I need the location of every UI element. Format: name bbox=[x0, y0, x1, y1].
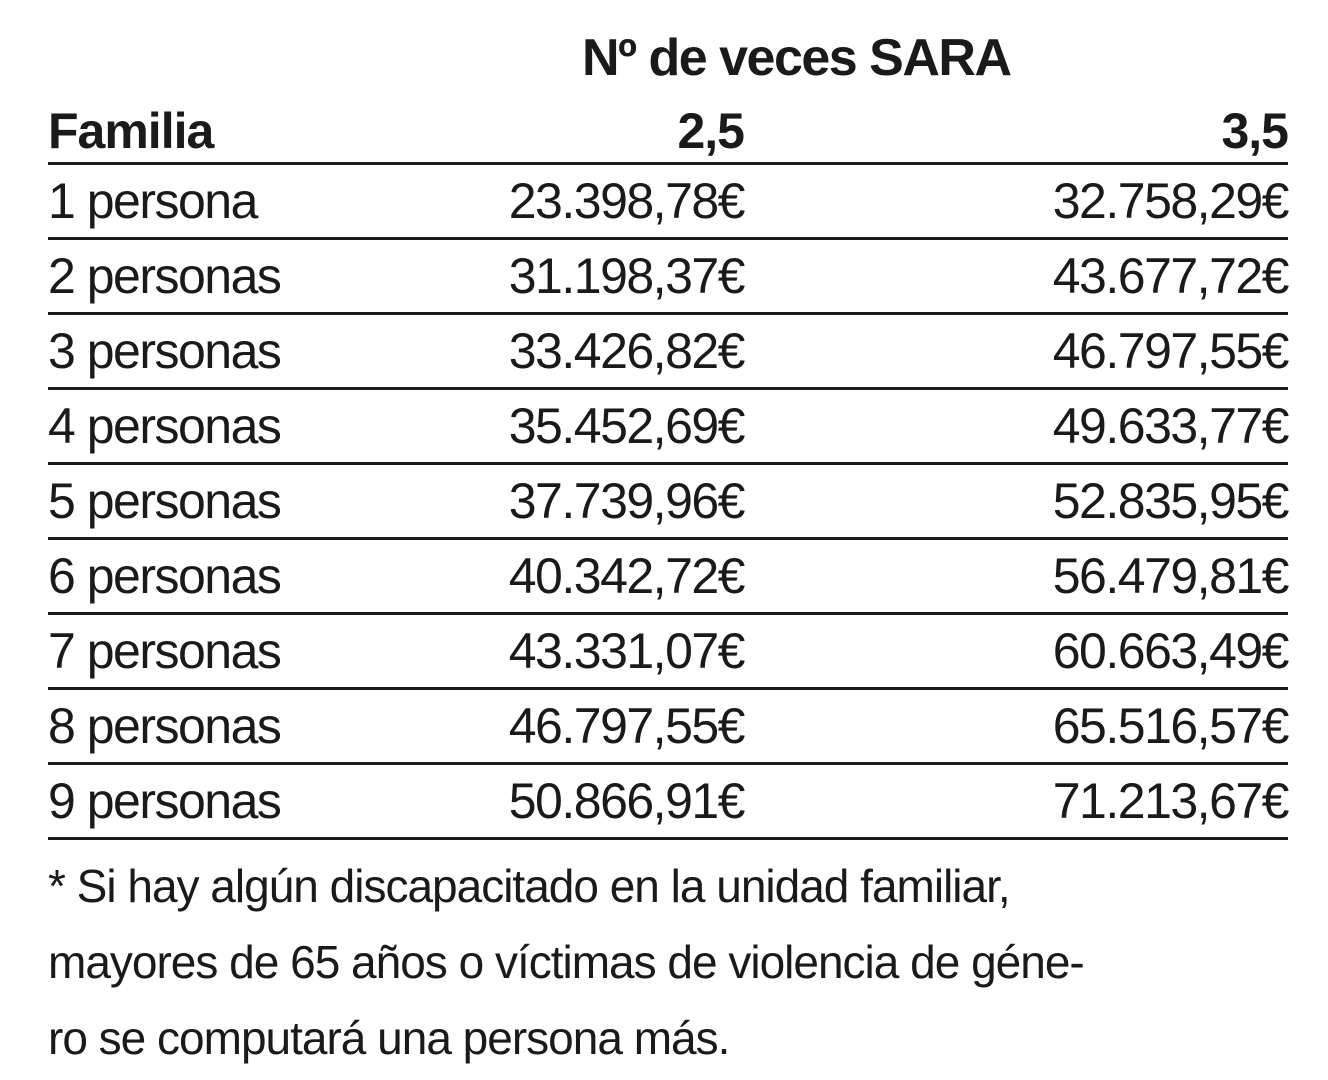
value-3-5-cell: 71.213,67€ bbox=[744, 763, 1290, 840]
value-2-5-cell: 33.426,82€ bbox=[388, 313, 746, 390]
family-size-cell: 4 personas bbox=[48, 388, 388, 465]
footnote-line: ro se computará una persona más. bbox=[48, 1012, 730, 1064]
footnote-line: mayores de 65 años o víctimas de violenc… bbox=[48, 936, 1085, 988]
table-header-row: Familia 2,5 3,5 bbox=[48, 92, 1289, 165]
value-3-5-cell: 46.797,55€ bbox=[744, 313, 1290, 390]
table-row: 2 personas 31.198,37€ 43.677,72€ bbox=[48, 238, 1290, 315]
family-size-cell: 3 personas bbox=[48, 313, 388, 390]
value-2-5-cell: 37.739,96€ bbox=[388, 463, 746, 540]
family-size-cell: 8 personas bbox=[48, 688, 388, 765]
header-3-5: 3,5 bbox=[744, 92, 1289, 165]
value-2-5-cell: 31.198,37€ bbox=[388, 238, 746, 315]
table-row: 8 personas 46.797,55€ 65.516,57€ bbox=[48, 688, 1290, 765]
family-size-cell: 7 personas bbox=[48, 613, 388, 690]
value-2-5-cell: 35.452,69€ bbox=[388, 388, 746, 465]
table-row: 6 personas 40.342,72€ 56.479,81€ bbox=[48, 538, 1290, 615]
value-2-5-cell: 43.331,07€ bbox=[388, 613, 746, 690]
column-group-header: Nº de veces SARA bbox=[48, 28, 1288, 92]
value-2-5-cell: 50.866,91€ bbox=[388, 763, 746, 840]
value-3-5-cell: 60.663,49€ bbox=[744, 613, 1290, 690]
value-2-5-cell: 46.797,55€ bbox=[388, 688, 746, 765]
income-table: Familia 2,5 3,5 1 persona 23.398,78€ 32.… bbox=[48, 92, 1290, 840]
table-row: 1 persona 23.398,78€ 32.758,29€ bbox=[48, 163, 1290, 240]
header-familia: Familia bbox=[48, 92, 388, 165]
table-row: 3 personas 33.426,82€ 46.797,55€ bbox=[48, 313, 1290, 390]
family-size-cell: 5 personas bbox=[48, 463, 388, 540]
header-2-5: 2,5 bbox=[388, 92, 745, 165]
footnote: * Si hay algún discapacitado en la unida… bbox=[48, 848, 1288, 1076]
table-row: 9 personas 50.866,91€ 71.213,67€ bbox=[48, 763, 1290, 840]
value-3-5-cell: 56.479,81€ bbox=[744, 538, 1290, 615]
value-2-5-cell: 40.342,72€ bbox=[388, 538, 746, 615]
sara-times-header: Nº de veces SARA bbox=[582, 29, 1012, 87]
value-2-5-cell: 23.398,78€ bbox=[388, 163, 746, 240]
value-3-5-cell: 52.835,95€ bbox=[744, 463, 1290, 540]
value-3-5-cell: 65.516,57€ bbox=[744, 688, 1290, 765]
footnote-line: * Si hay algún discapacitado en la unida… bbox=[48, 860, 1011, 912]
family-size-cell: 6 personas bbox=[48, 538, 388, 615]
table-row: 4 personas 35.452,69€ 49.633,77€ bbox=[48, 388, 1290, 465]
family-size-cell: 9 personas bbox=[48, 763, 388, 840]
value-3-5-cell: 43.677,72€ bbox=[744, 238, 1290, 315]
table-row: 5 personas 37.739,96€ 52.835,95€ bbox=[48, 463, 1290, 540]
value-3-5-cell: 32.758,29€ bbox=[744, 163, 1290, 240]
income-threshold-table-sheet: Nº de veces SARA Familia 2,5 3,5 1 perso… bbox=[48, 28, 1290, 1076]
table-row: 7 personas 43.331,07€ 60.663,49€ bbox=[48, 613, 1290, 690]
family-size-cell: 2 personas bbox=[48, 238, 388, 315]
family-size-cell: 1 persona bbox=[48, 163, 388, 240]
value-3-5-cell: 49.633,77€ bbox=[744, 388, 1290, 465]
